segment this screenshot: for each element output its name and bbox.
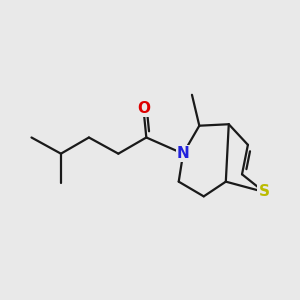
Text: N: N xyxy=(177,146,190,161)
Text: S: S xyxy=(259,184,270,200)
Text: O: O xyxy=(137,100,150,116)
